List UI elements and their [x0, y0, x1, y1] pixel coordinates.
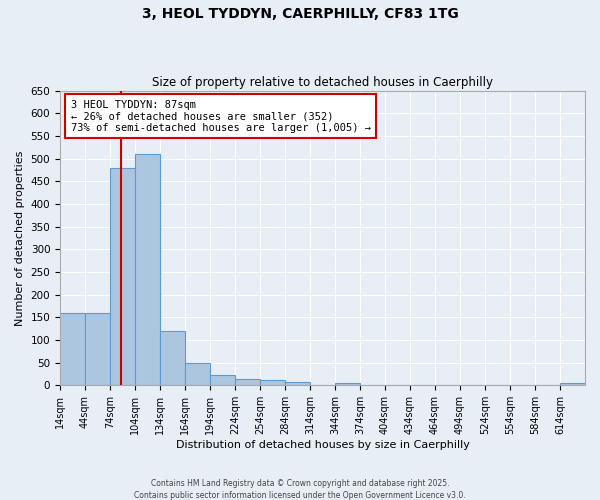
Text: 3 HEOL TYDDYN: 87sqm
← 26% of detached houses are smaller (352)
73% of semi-deta: 3 HEOL TYDDYN: 87sqm ← 26% of detached h…: [71, 100, 371, 132]
Bar: [185, 362, 210, 386]
Bar: [235, 378, 260, 386]
Bar: [60, 313, 85, 386]
Bar: [135, 154, 160, 386]
Bar: [560, 383, 585, 386]
Bar: [260, 380, 285, 386]
Y-axis label: Number of detached properties: Number of detached properties: [15, 150, 25, 326]
Bar: [210, 376, 235, 386]
Bar: [160, 331, 185, 386]
Bar: [285, 382, 310, 386]
Title: Size of property relative to detached houses in Caerphilly: Size of property relative to detached ho…: [152, 76, 493, 90]
Bar: [85, 313, 110, 386]
Bar: [110, 168, 135, 386]
Text: Contains HM Land Registry data © Crown copyright and database right 2025.
Contai: Contains HM Land Registry data © Crown c…: [134, 478, 466, 500]
Bar: [335, 383, 360, 386]
X-axis label: Distribution of detached houses by size in Caerphilly: Distribution of detached houses by size …: [176, 440, 469, 450]
Text: 3, HEOL TYDDYN, CAERPHILLY, CF83 1TG: 3, HEOL TYDDYN, CAERPHILLY, CF83 1TG: [142, 8, 458, 22]
